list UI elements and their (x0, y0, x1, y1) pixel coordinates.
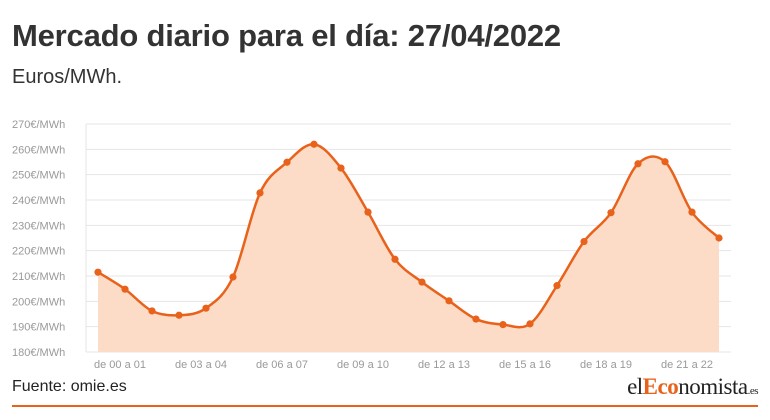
chart-subtitle: Euros/MWh. (12, 66, 123, 88)
data-point (94, 268, 102, 276)
y-tick-label: 200€/MWh (12, 296, 65, 308)
data-point (715, 234, 723, 242)
data-point (283, 158, 291, 166)
brand-logo: elEconomista.es (627, 374, 758, 400)
brand-prefix: el (627, 374, 643, 399)
data-point (688, 208, 696, 216)
y-tick-label: 260€/MWh (12, 144, 65, 156)
data-point (229, 273, 237, 281)
y-tick-label: 240€/MWh (12, 195, 65, 207)
x-tick-label: de 09 a 10 (337, 359, 389, 370)
y-tick-label: 270€/MWh (12, 119, 65, 131)
x-tick-label: de 06 a 07 (256, 359, 308, 370)
footer-divider (12, 405, 758, 407)
y-tick-label: 210€/MWh (12, 271, 65, 283)
data-point (472, 315, 480, 323)
chart-title: Mercado diario para el día: 27/04/2022 (12, 18, 561, 53)
data-point (310, 140, 318, 148)
x-tick-label: de 00 a 01 (94, 359, 146, 370)
brand-highlight: Eco (642, 374, 679, 399)
data-point (121, 285, 129, 293)
y-tick-label: 190€/MWh (12, 322, 65, 334)
y-tick-label: 230€/MWh (12, 220, 65, 232)
price-area-chart: 180€/MWh 190€/MWh 200€/MWh 210€/MWh 220€/MWh… (12, 119, 731, 370)
x-tick-label: de 21 a 22 (661, 359, 713, 370)
data-point (337, 164, 345, 172)
y-tick-label: 250€/MWh (12, 170, 65, 182)
y-tick-label: 180€/MWh (12, 347, 65, 359)
brand-suffix: .es (747, 385, 759, 397)
y-axis-tick-labels: 180€/MWh 190€/MWh 200€/MWh 210€/MWh 220€/MWh… (12, 119, 65, 359)
source-note: Fuente: omie.es (12, 378, 127, 395)
data-point (364, 208, 372, 216)
y-tick-label: 220€/MWh (12, 246, 65, 258)
data-point (607, 209, 615, 217)
data-point (175, 311, 183, 319)
x-tick-label: de 12 a 13 (418, 359, 470, 370)
data-point (661, 158, 669, 166)
data-point (391, 255, 399, 263)
x-tick-label: de 18 a 19 (580, 359, 632, 370)
data-point (202, 304, 210, 312)
x-tick-label: de 03 a 04 (175, 359, 227, 370)
series-points (94, 140, 723, 329)
data-point (256, 189, 264, 197)
data-point (553, 282, 561, 290)
data-point (634, 160, 642, 168)
data-point (499, 321, 507, 329)
series-area (98, 144, 719, 352)
x-axis-tick-labels: de 00 a 01 de 03 a 04 de 06 a 07 de 09 a 10… (94, 359, 713, 370)
data-point (445, 297, 453, 305)
data-point (418, 278, 426, 286)
brand-rest: nomista (678, 374, 748, 399)
x-tick-label: de 15 a 16 (499, 359, 551, 370)
data-point (526, 320, 534, 328)
data-point (580, 237, 588, 246)
data-point (148, 307, 156, 315)
